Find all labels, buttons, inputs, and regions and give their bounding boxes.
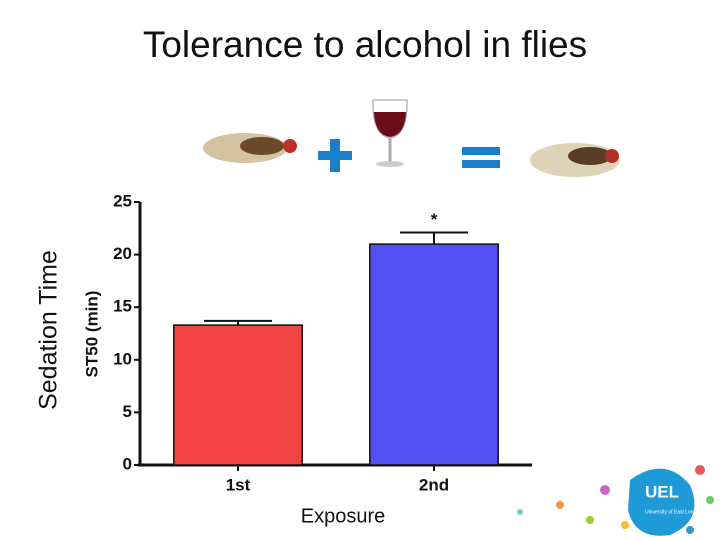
x-axis-label: Exposure — [301, 505, 386, 527]
logo-subtext: University of East London — [645, 509, 702, 515]
y-tick-label: 25 — [113, 191, 132, 210]
error-bar — [400, 231, 468, 245]
y-tick-label: 20 — [113, 244, 132, 263]
x-tick-label: 2nd — [419, 475, 449, 494]
side-label: Sedation Time — [35, 250, 63, 410]
plus-sign — [318, 139, 352, 172]
annotation: * — [431, 210, 438, 229]
logo-text: UEL — [645, 482, 679, 501]
logo: UEL University of East London — [517, 465, 714, 536]
bar — [173, 324, 303, 466]
y-axis-label: ST50 (min) — [82, 291, 101, 378]
fly-left — [203, 133, 297, 163]
y-tick-label: 5 — [123, 402, 132, 421]
equals-sign — [462, 147, 500, 168]
error-bar — [204, 319, 272, 326]
y-tick-label: 15 — [113, 297, 132, 316]
bar — [369, 243, 499, 466]
fly-right — [530, 143, 620, 177]
wine-glass — [372, 99, 408, 167]
x-tick-label: 1st — [226, 475, 251, 494]
y-tick-label: 10 — [113, 349, 132, 368]
slide-title: Tolerance to alcohol in flies — [143, 24, 587, 65]
y-tick-label: 0 — [123, 454, 132, 473]
